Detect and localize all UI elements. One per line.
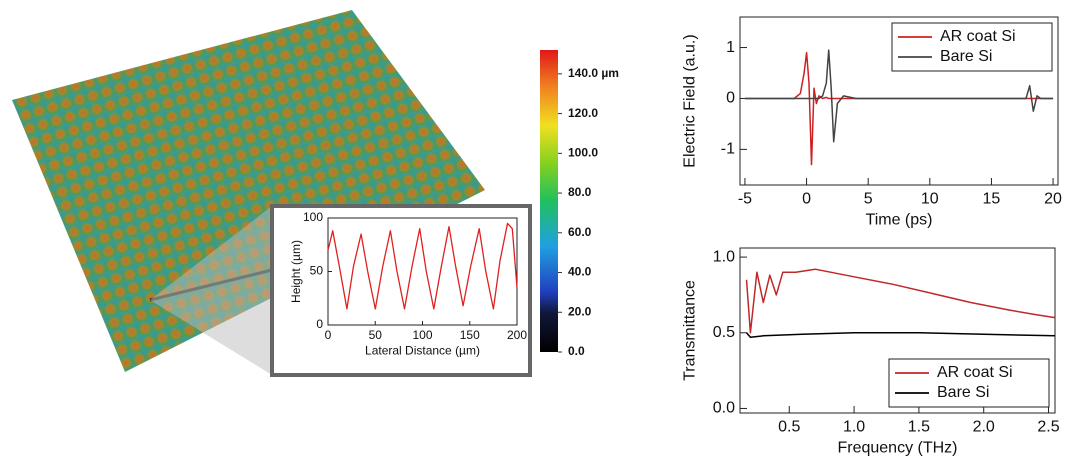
x-tick-label: 50 [369, 328, 383, 342]
x-tick-label: 15 [983, 191, 1001, 208]
x-tick-label: 1.5 [908, 419, 930, 436]
data-line [744, 49, 1054, 143]
legend-label: Bare Si [937, 384, 989, 401]
legend-label: Bare Si [940, 48, 992, 65]
plot-frame [739, 247, 1056, 414]
y-axis-label: Transmittance [682, 280, 699, 381]
surface-image [12, 10, 485, 372]
y-tick-label: -1 [721, 141, 735, 158]
x-axis-label: Frequency (THz) [837, 439, 957, 456]
y-tick-label: 0 [316, 317, 323, 331]
y-axis-label: Electric Field (a.u.) [682, 34, 699, 167]
y-tick-label: 0.0 [713, 400, 735, 417]
y-tick-label: 0.5 [713, 324, 735, 341]
y-tick-label: 100 [303, 210, 323, 224]
colorbar-label: 40.0 [568, 265, 592, 279]
x-tick-label: -5 [738, 191, 752, 208]
y-tick-label: 1.0 [713, 248, 735, 265]
y-tick-label: 1 [726, 39, 735, 56]
legend-label: AR coat Si [940, 28, 1016, 45]
data-line [327, 222, 518, 310]
x-tick-label: 20 [1044, 191, 1062, 208]
x-tick-label: 5 [864, 191, 873, 208]
x-tick-label: 10 [921, 191, 939, 208]
x-tick-label: 0 [802, 191, 811, 208]
x-tick-label: 0.5 [778, 419, 800, 436]
colorbar [540, 50, 558, 352]
x-tick-label: 100 [412, 328, 432, 342]
x-tick-label: 200 [507, 328, 527, 342]
x-tick-label: 2.5 [1037, 419, 1059, 436]
y-tick-label: 50 [310, 264, 324, 278]
colorbar-label: 100.0 [568, 145, 598, 159]
data-line [745, 268, 1056, 334]
colorbar-label: 0.0 [568, 344, 585, 358]
plot-frame [739, 16, 1059, 186]
colorbar-label: 140.0 µm [568, 66, 619, 80]
legend-label: AR coat Si [937, 364, 1013, 381]
y-axis-label: Height (µm) [289, 240, 303, 303]
zoom-callout [150, 206, 272, 375]
colorbar-label: 80.0 [568, 185, 592, 199]
x-tick-label: 0 [325, 328, 332, 342]
legend-box [888, 358, 1050, 408]
x-tick-label: 150 [460, 328, 480, 342]
legend-box [891, 22, 1053, 72]
x-tick-label: 1.0 [843, 419, 865, 436]
x-tick-label: 2.0 [973, 419, 995, 436]
data-line [745, 332, 1056, 339]
colorbar-label: 20.0 [568, 304, 592, 318]
x-axis-label: Time (ps) [866, 211, 933, 228]
y-tick-label: 0 [726, 90, 735, 107]
colorbar-label: 120.0 [568, 106, 598, 120]
x-axis-label: Lateral Distance (µm) [365, 344, 480, 358]
colorbar-label: 60.0 [568, 225, 592, 239]
